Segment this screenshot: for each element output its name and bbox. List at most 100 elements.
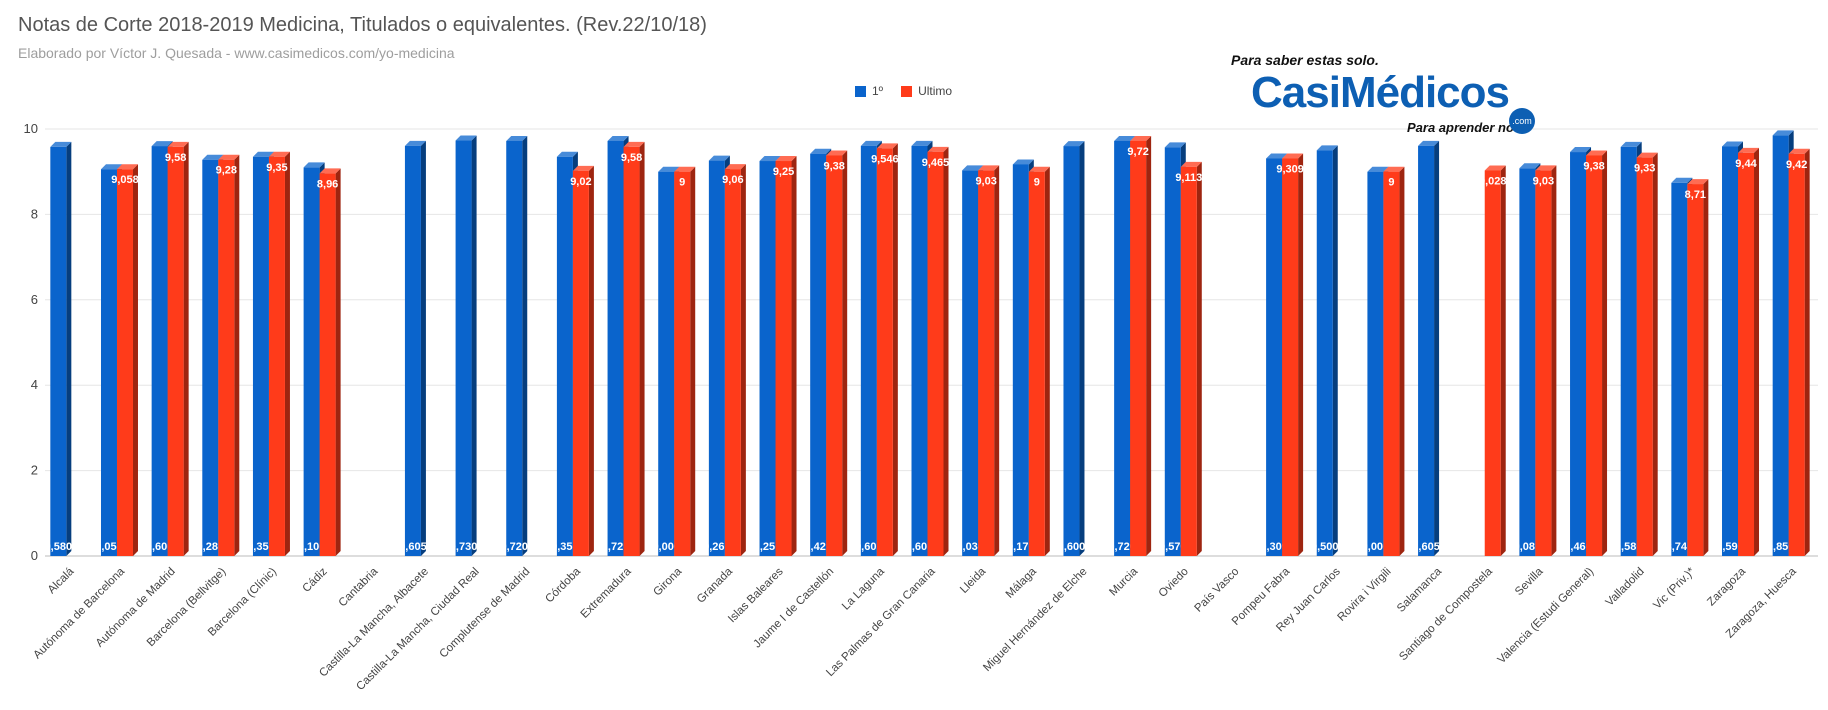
- bar-0-11: [607, 140, 624, 556]
- bar-1-28: [1484, 170, 1501, 556]
- bar-top-0-14: [759, 156, 781, 162]
- bar-top-0-24: [1266, 153, 1288, 159]
- x-tick-label: Zaragoza: [1705, 565, 1748, 608]
- chart-legend: 1º Ultimo: [855, 84, 952, 98]
- value-label-0-26: 9,000: [1362, 541, 1390, 553]
- bar-0-24: [1266, 158, 1283, 556]
- bar-top-0-34: [1772, 130, 1794, 136]
- bar-1-11: [623, 146, 640, 556]
- bar-1-1: [116, 169, 133, 557]
- bar-top-0-17: [911, 140, 933, 146]
- value-label-1-10: 9,02: [570, 176, 591, 188]
- logo-wordmark: CasiMédicos: [1251, 68, 1510, 117]
- bar-side-0-0: [66, 141, 72, 556]
- value-label-1-13: 9,06: [722, 174, 743, 186]
- bar-1-33: [1738, 152, 1755, 557]
- y-tick-label: 4: [31, 377, 38, 392]
- x-tick-label: Autónoma de Barcelona: [31, 565, 127, 661]
- value-label-0-29: 9,080: [1514, 541, 1542, 553]
- bar-side-1-5: [335, 168, 341, 556]
- bar-side-1-33: [1754, 147, 1760, 557]
- logo-com-badge: .com: [1509, 108, 1535, 134]
- bar-side-1-13: [740, 164, 746, 556]
- value-label-0-9: 9,720: [500, 541, 528, 553]
- y-tick-label: 2: [31, 463, 38, 478]
- bar-0-34: [1772, 135, 1789, 556]
- value-label-0-21: 9,720: [1108, 541, 1136, 553]
- bar-0-9: [506, 140, 523, 556]
- y-tick-label: 0: [31, 548, 38, 563]
- x-tick-label: Miguel Hernández de Elche: [981, 566, 1089, 674]
- legend-swatch-first: [855, 85, 866, 97]
- legend-label-last: Ultimo: [918, 84, 953, 98]
- y-tick-label: 10: [24, 121, 38, 136]
- bar-0-10: [556, 156, 573, 556]
- value-label-0-8: 9,730: [450, 541, 478, 553]
- bar-side-0-9: [522, 135, 528, 556]
- bar-1-34: [1788, 153, 1805, 557]
- value-label-1-33: 9,44: [1735, 158, 1757, 170]
- bar-side-1-10: [588, 165, 594, 556]
- bar-1-21: [1130, 140, 1147, 556]
- bar-0-16: [860, 145, 877, 556]
- value-label-0-24: 9,309: [1260, 541, 1288, 553]
- x-tick-label: Girona: [651, 565, 684, 598]
- legend-item-first[interactable]: 1º: [855, 84, 883, 98]
- x-tick-label: Extremadura: [579, 565, 634, 620]
- bar-side-0-8: [471, 135, 477, 557]
- bar-1-29: [1535, 170, 1552, 556]
- legend-item-last[interactable]: Ultimo: [901, 84, 952, 98]
- value-label-0-16: 9,605: [855, 541, 883, 553]
- bar-top-0-25: [1316, 145, 1338, 151]
- value-label-0-25: 9,500: [1311, 541, 1339, 553]
- value-label-0-13: 9,260: [703, 541, 731, 553]
- value-label-1-5: 8,96: [317, 178, 338, 190]
- bar-side-0-25: [1332, 145, 1338, 556]
- value-label-0-7: 9,605: [399, 541, 427, 553]
- x-tick-label: Santiago de Compostela: [1397, 565, 1495, 663]
- bar-top-1-3: [218, 154, 240, 160]
- value-label-1-26: 9: [1388, 177, 1394, 189]
- bar-1-30: [1586, 155, 1603, 556]
- x-tick-label: Murcia: [1107, 565, 1140, 598]
- value-label-0-5: 9,100: [298, 541, 326, 553]
- bar-0-27: [1418, 145, 1435, 556]
- bar-1-24: [1282, 158, 1299, 556]
- bar-0-3: [202, 159, 219, 556]
- bar-1-17: [927, 151, 944, 557]
- value-label-0-11: 9,720: [602, 541, 630, 553]
- value-label-1-1: 9,058: [111, 174, 139, 186]
- bar-0-29: [1519, 168, 1536, 556]
- bar-top-1-13: [724, 164, 746, 170]
- value-label-0-30: 9,460: [1564, 541, 1592, 553]
- bar-top-1-28: [1484, 165, 1506, 171]
- bar-top-0-13: [708, 155, 730, 161]
- bar-top-0-8: [455, 135, 477, 141]
- x-tick-label: Granada: [695, 565, 736, 606]
- bar-top-0-15: [810, 148, 832, 154]
- bar-1-2: [167, 146, 184, 556]
- value-label-1-34: 9,42: [1786, 159, 1807, 171]
- bar-top-0-32: [1671, 177, 1693, 183]
- bar-0-13: [708, 160, 725, 556]
- bar-0-30: [1570, 152, 1587, 557]
- bar-1-14: [775, 161, 792, 556]
- value-label-1-21: 9,72: [1127, 146, 1148, 158]
- bar-top-1-30: [1586, 150, 1608, 156]
- bar-top-1-34: [1788, 148, 1810, 154]
- bar-top-1-21: [1130, 135, 1152, 141]
- bar-side-1-11: [639, 141, 645, 556]
- bar-top-0-33: [1722, 141, 1744, 147]
- bar-side-1-4: [284, 151, 290, 556]
- bar-side-1-17: [943, 146, 949, 557]
- value-label-0-4: 9,350: [247, 541, 275, 553]
- bar-1-12: [674, 171, 691, 556]
- value-label-0-15: 9,421: [804, 541, 832, 553]
- bar-1-22: [1180, 166, 1197, 557]
- value-label-0-17: 9,605: [906, 541, 934, 553]
- bar-0-18: [962, 170, 979, 556]
- bar-top-0-30: [1570, 147, 1592, 153]
- value-label-1-14: 9,25: [773, 166, 794, 178]
- bar-top-0-21: [1114, 135, 1136, 141]
